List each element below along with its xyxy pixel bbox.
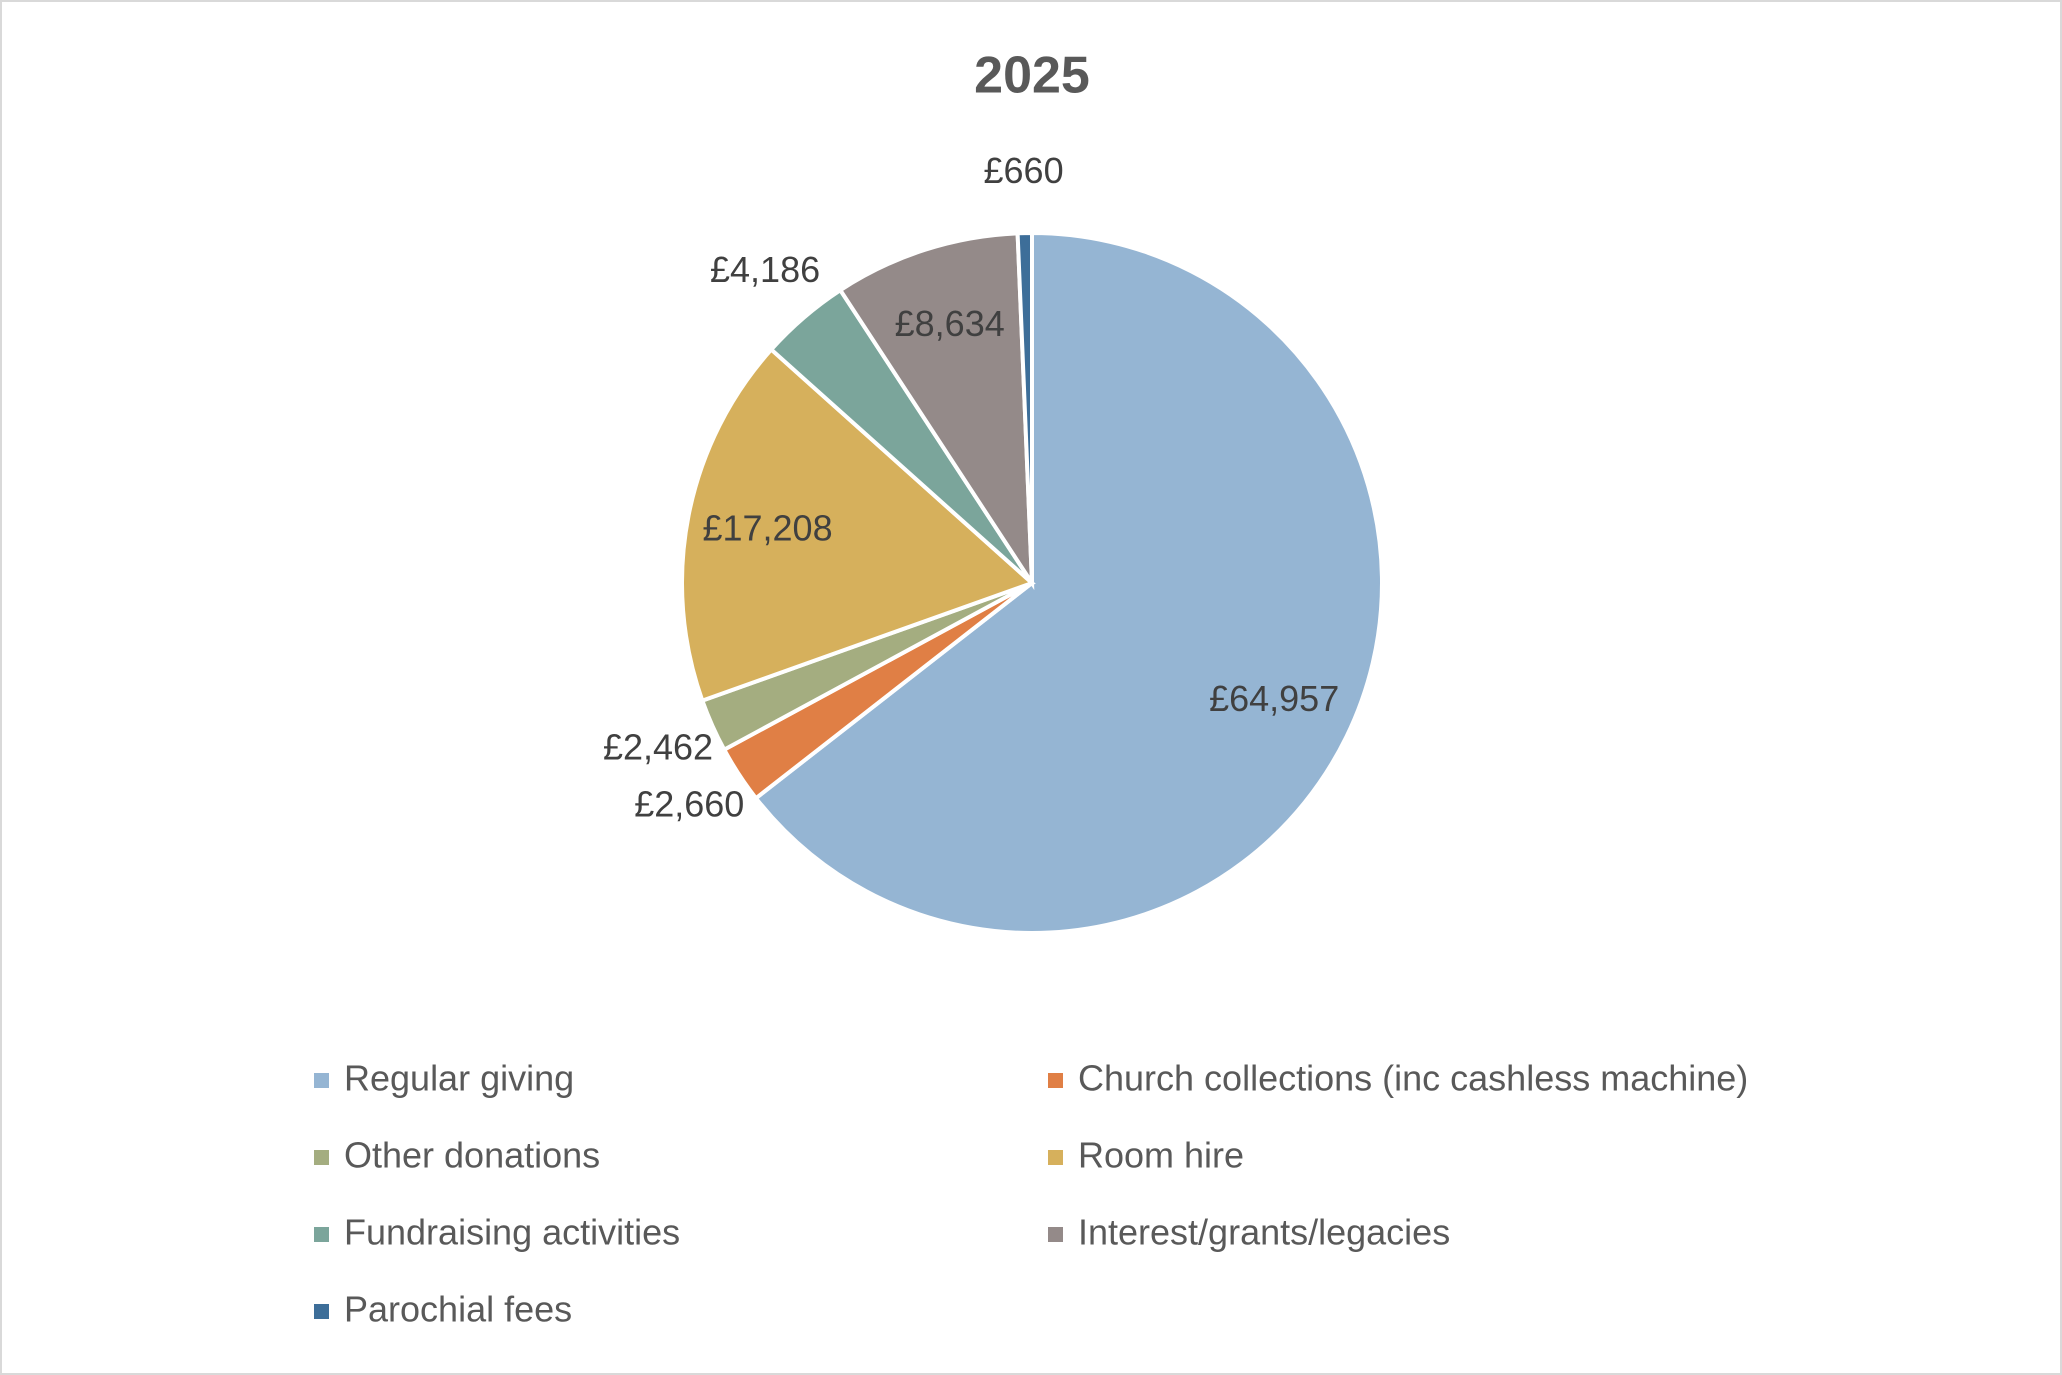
- legend-swatch: [1048, 1073, 1063, 1088]
- pie-slice: [680, 346, 1036, 704]
- data-label: £8,634: [895, 303, 1005, 344]
- legend-label: Regular giving: [344, 1058, 574, 1099]
- legend-label: Fundraising activities: [344, 1212, 680, 1253]
- data-label: £4,186: [710, 249, 820, 290]
- legend-swatch: [314, 1073, 329, 1088]
- data-label: £2,660: [634, 784, 744, 825]
- legend-label: Other donations: [344, 1135, 600, 1176]
- legend-swatch: [1048, 1150, 1063, 1165]
- pie-slice: [1015, 230, 1034, 584]
- legend-swatch: [314, 1150, 329, 1165]
- data-label: £64,957: [1209, 678, 1339, 719]
- data-label: £660: [984, 150, 1064, 191]
- data-label: £2,462: [603, 726, 713, 767]
- legend-swatch: [314, 1227, 329, 1242]
- legend-swatch: [314, 1304, 329, 1319]
- legend-swatch: [1048, 1227, 1063, 1242]
- legend-label: Church collections (inc cashless machine…: [1078, 1058, 1748, 1099]
- pie-slice: [753, 230, 1384, 935]
- legend-label: Interest/grants/legacies: [1078, 1212, 1450, 1253]
- legend-label: Room hire: [1078, 1135, 1244, 1176]
- data-label: £17,208: [702, 508, 832, 549]
- pie-slice: [837, 231, 1035, 591]
- chart-title: 2025: [974, 47, 1090, 105]
- legend-label: Parochial fees: [344, 1289, 572, 1330]
